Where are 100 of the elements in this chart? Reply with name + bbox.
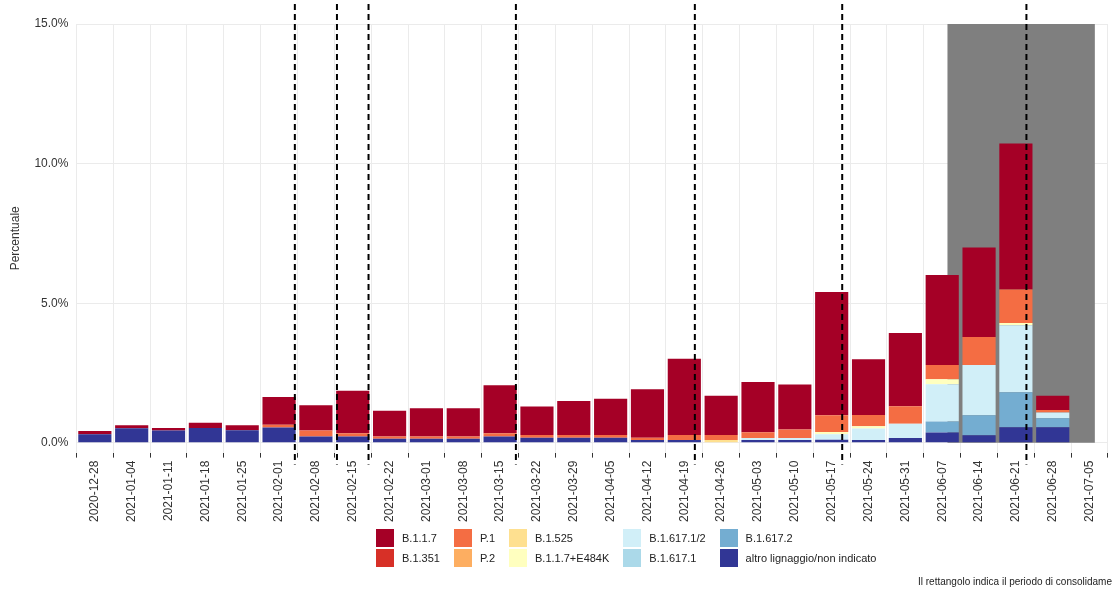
x-tick-label: 2020-12-28 bbox=[87, 460, 102, 523]
bar bbox=[888, 333, 922, 407]
x-tick-label: 2021-04-19 bbox=[676, 460, 691, 523]
legend-label: B.1.617.1/2 bbox=[649, 532, 706, 544]
x-tick-label: 2021-06-21 bbox=[1008, 460, 1023, 523]
y-tick-label: 15.0% bbox=[34, 16, 69, 31]
y-tick-label: 0.0% bbox=[41, 435, 69, 450]
bar bbox=[78, 434, 112, 443]
bar bbox=[815, 415, 849, 432]
bar bbox=[557, 400, 591, 436]
bar bbox=[225, 425, 259, 431]
bar bbox=[925, 432, 959, 443]
bar bbox=[262, 397, 296, 425]
x-tick-label: 2021-02-01 bbox=[271, 460, 286, 523]
bar bbox=[778, 384, 812, 430]
bar bbox=[1036, 395, 1070, 410]
x-tick-label: 2021-02-22 bbox=[381, 460, 396, 523]
bar bbox=[925, 384, 959, 422]
y-tick-label: 5.0% bbox=[41, 295, 69, 310]
bar bbox=[851, 426, 886, 429]
legend-label: B.1.1.7+E484K bbox=[535, 552, 610, 564]
bar bbox=[999, 392, 1033, 428]
bar bbox=[188, 422, 222, 429]
x-tick-label: 2021-05-24 bbox=[860, 460, 875, 523]
bar bbox=[741, 432, 775, 439]
y-axis-title: Percentuale bbox=[7, 205, 22, 271]
bar bbox=[851, 359, 886, 415]
x-tick-label: 2021-04-05 bbox=[602, 460, 617, 523]
x-tick-label: 2021-01-25 bbox=[234, 460, 249, 523]
legend-label: B.1.525 bbox=[535, 532, 573, 544]
bar bbox=[704, 435, 738, 441]
bar bbox=[373, 436, 407, 439]
bar bbox=[594, 398, 628, 436]
x-tick-label: 2021-05-03 bbox=[750, 460, 765, 523]
x-tick-label: 2021-04-12 bbox=[639, 460, 654, 523]
x-tick-label: 2021-05-31 bbox=[897, 460, 912, 523]
bar bbox=[925, 275, 959, 365]
bar bbox=[851, 414, 886, 427]
bar bbox=[1036, 412, 1070, 419]
x-tick-label: 2021-01-18 bbox=[197, 460, 212, 523]
bar bbox=[999, 325, 1033, 393]
bar bbox=[962, 415, 996, 436]
legend-label: B.1.617.2 bbox=[745, 532, 793, 544]
bar bbox=[925, 421, 959, 433]
bar bbox=[815, 292, 849, 416]
bar bbox=[557, 435, 591, 438]
bar bbox=[188, 428, 222, 443]
bar bbox=[741, 381, 775, 433]
bar bbox=[483, 385, 517, 434]
bar bbox=[630, 389, 665, 438]
legend-label: B.1.351 bbox=[402, 552, 440, 564]
bar bbox=[225, 430, 259, 443]
bar bbox=[299, 436, 333, 443]
bar bbox=[115, 428, 149, 443]
x-tick-label: 2021-03-08 bbox=[455, 460, 470, 523]
x-tick-label: 2021-02-15 bbox=[345, 460, 360, 523]
bar bbox=[373, 410, 407, 437]
legend-label: P.1 bbox=[479, 532, 496, 544]
bar bbox=[925, 364, 959, 380]
x-tick-label: 2021-02-08 bbox=[308, 460, 323, 523]
bar bbox=[594, 435, 628, 438]
bar bbox=[704, 395, 738, 436]
bar bbox=[520, 406, 554, 436]
bar bbox=[1036, 427, 1070, 443]
bar bbox=[815, 434, 849, 440]
x-tick-label: 2021-07-05 bbox=[1081, 460, 1096, 523]
bar bbox=[520, 435, 554, 438]
bar bbox=[925, 379, 959, 385]
bar bbox=[299, 405, 333, 431]
bar bbox=[962, 247, 996, 338]
bar bbox=[520, 437, 554, 443]
bar bbox=[667, 435, 701, 441]
bar bbox=[115, 425, 149, 429]
bar bbox=[999, 143, 1033, 290]
legend-label: B.1.617.1 bbox=[649, 552, 697, 564]
bar bbox=[409, 408, 443, 437]
x-tick-label: 2021-01-11 bbox=[160, 460, 175, 522]
x-tick-label: 2021-06-14 bbox=[971, 460, 986, 523]
bar bbox=[888, 423, 922, 439]
bar bbox=[262, 427, 296, 443]
x-tick-label: 2021-05-10 bbox=[787, 460, 802, 523]
bar bbox=[446, 408, 480, 437]
bar bbox=[778, 429, 812, 439]
bar bbox=[78, 431, 112, 435]
x-tick-label: 2021-03-29 bbox=[566, 460, 581, 523]
bar bbox=[1036, 418, 1070, 428]
bar bbox=[851, 428, 886, 441]
legend-label: altro lignaggio/non indicato bbox=[745, 552, 877, 564]
bar bbox=[667, 358, 701, 436]
bar bbox=[962, 435, 996, 443]
bar bbox=[483, 436, 517, 443]
legend-label: P.2 bbox=[479, 552, 496, 564]
x-tick-label: 2021-01-04 bbox=[124, 460, 138, 523]
x-tick-label: 2021-03-15 bbox=[492, 460, 507, 523]
x-tick-label: 2021-04-26 bbox=[713, 460, 728, 523]
text: Il rettangolo indica il periodo di consolidame bbox=[917, 576, 1112, 587]
bar bbox=[483, 433, 517, 437]
bar bbox=[151, 428, 186, 431]
bar bbox=[999, 427, 1033, 443]
bar bbox=[336, 436, 370, 443]
